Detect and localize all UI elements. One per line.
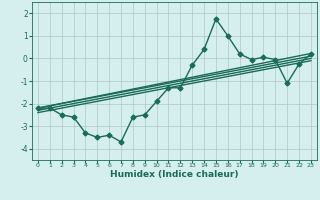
X-axis label: Humidex (Indice chaleur): Humidex (Indice chaleur): [110, 170, 239, 179]
